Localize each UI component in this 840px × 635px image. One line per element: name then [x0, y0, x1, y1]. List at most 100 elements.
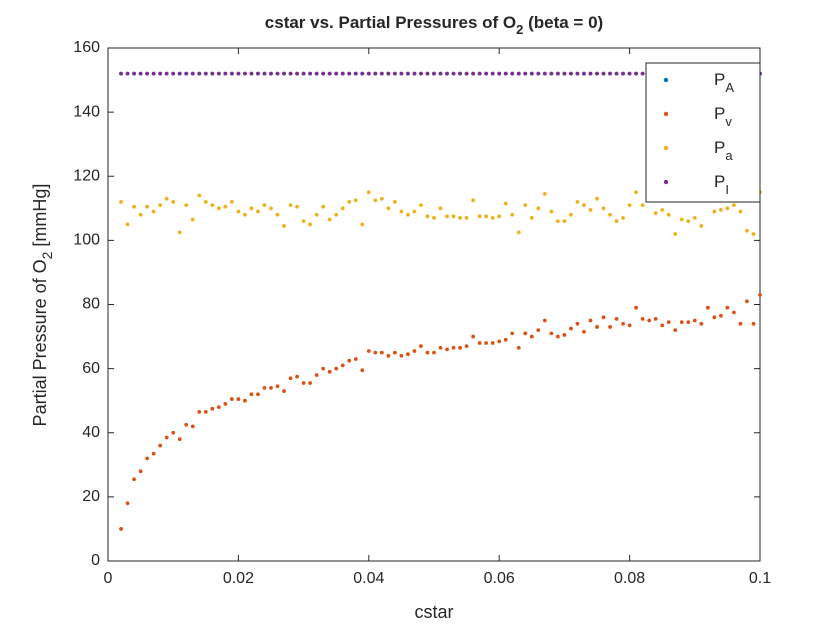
data-point: [249, 71, 254, 76]
x-tick-label: 0.08: [614, 570, 645, 587]
data-point: [419, 203, 423, 208]
data-point: [256, 71, 260, 76]
data-point: [621, 71, 625, 76]
data-point: [614, 219, 619, 224]
data-point: [595, 325, 599, 329]
data-point: [451, 345, 456, 350]
data-point: [549, 331, 554, 336]
data-point: [562, 333, 567, 337]
data-point: [262, 203, 267, 208]
data-point: [262, 385, 267, 390]
data-point: [758, 292, 762, 297]
data-point: [125, 501, 130, 506]
data-point: [184, 422, 189, 427]
data-point: [151, 451, 156, 456]
data-point: [595, 71, 599, 76]
data-point: [243, 212, 247, 217]
data-point: [203, 200, 208, 204]
data-point: [425, 71, 430, 76]
y-tick-label: 120: [73, 167, 100, 184]
data-point: [334, 366, 339, 371]
data-point: [523, 71, 528, 76]
data-point: [138, 469, 143, 474]
data-point: [151, 71, 156, 76]
data-point: [640, 317, 645, 321]
data-point: [301, 71, 306, 76]
y-axis-label: Partial Pressure of O2 [mmHg]: [30, 184, 55, 427]
data-point: [184, 203, 189, 208]
data-point: [497, 71, 502, 76]
data-point: [575, 71, 580, 76]
data-point: [627, 323, 632, 328]
data-point: [608, 325, 612, 329]
data-point: [288, 203, 293, 208]
data-point: [588, 208, 593, 212]
legend-marker: [663, 77, 669, 83]
data-point: [334, 212, 339, 217]
data-point: [275, 71, 280, 76]
data-point: [582, 203, 586, 208]
data-point: [718, 208, 723, 212]
data-point: [562, 71, 567, 76]
data-point: [203, 410, 208, 414]
data-point: [158, 443, 163, 448]
data-point: [229, 200, 234, 204]
data-point: [145, 456, 150, 461]
data-point: [145, 71, 150, 76]
data-point: [484, 341, 489, 345]
data-point: [190, 71, 195, 76]
data-point: [725, 305, 730, 310]
data-point: [679, 320, 684, 325]
data-point: [666, 212, 671, 217]
data-point: [379, 350, 384, 355]
data-point: [223, 204, 228, 209]
data-point: [471, 198, 476, 203]
data-point: [738, 209, 743, 214]
data-point: [471, 71, 476, 76]
y-tick-label: 40: [82, 424, 100, 441]
data-point: [210, 71, 215, 76]
data-point: [171, 71, 176, 76]
data-point: [614, 317, 619, 321]
data-point: [392, 200, 397, 204]
data-point: [158, 203, 163, 208]
data-point: [529, 216, 534, 220]
data-point: [555, 71, 560, 76]
data-point: [412, 209, 417, 214]
y-tick-label: 100: [73, 232, 100, 249]
data-point: [223, 401, 228, 406]
data-point: [445, 347, 449, 352]
data-point: [295, 374, 299, 379]
data-point: [601, 206, 606, 211]
x-tick-label: 0.1: [749, 570, 771, 587]
data-point: [627, 203, 632, 208]
data-point: [151, 209, 156, 214]
data-point: [138, 71, 143, 76]
data-point: [177, 230, 182, 235]
data-point: [203, 71, 208, 76]
data-point: [686, 320, 691, 325]
data-point: [712, 315, 717, 320]
legend-text: P: [714, 138, 725, 157]
data-point: [425, 214, 430, 219]
data-point: [132, 477, 136, 482]
data-point: [458, 216, 462, 220]
data-point: [542, 318, 547, 323]
data-point: [692, 318, 697, 323]
data-point: [132, 204, 136, 209]
legend-box: [645, 62, 761, 203]
data-point: [249, 206, 254, 211]
data-point: [386, 71, 391, 76]
data-point: [373, 350, 378, 355]
data-point: [732, 310, 736, 315]
y-tick-label: 140: [73, 103, 100, 120]
data-point: [229, 71, 234, 76]
data-point: [171, 200, 176, 204]
data-point: [490, 216, 495, 220]
data-point: [321, 204, 326, 209]
data-point: [686, 219, 691, 224]
data-point: [751, 232, 756, 236]
data-point: [666, 320, 671, 325]
data-point: [190, 217, 195, 222]
